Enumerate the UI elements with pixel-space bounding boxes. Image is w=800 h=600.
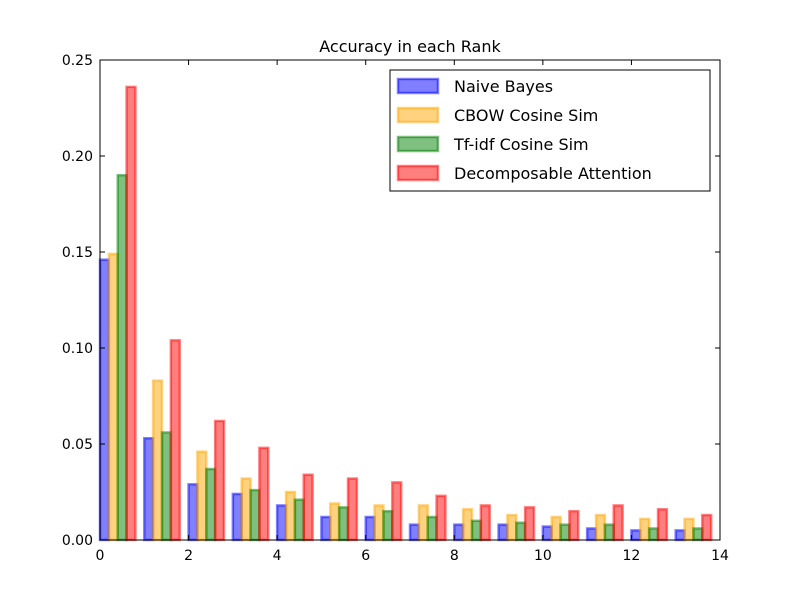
bar-decomposable-attention-3 — [258, 446, 270, 542]
x-tick-label: 2 — [184, 548, 193, 564]
legend-box — [389, 69, 711, 192]
bar-tf-idf-cosine-sim-7 — [426, 515, 438, 542]
x-tick-label: 6 — [361, 548, 370, 564]
bar-cbow-cosine-sim-8 — [461, 508, 474, 542]
bar-cbow-cosine-sim-11 — [594, 513, 607, 542]
bar-naive-bayes-13 — [674, 529, 686, 542]
bar-tf-idf-cosine-sim-12 — [647, 527, 660, 542]
bar-naive-bayes-4 — [275, 504, 288, 542]
bar-decomposable-attention-7 — [435, 494, 447, 542]
bar-decomposable-attention-4 — [302, 473, 314, 542]
bar-cbow-cosine-sim-0 — [107, 252, 119, 542]
bar-naive-bayes-2 — [187, 483, 199, 542]
plot-frame — [99, 59, 721, 541]
legend-label: Naive Bayes — [454, 77, 553, 96]
y-tick-label: 0.20 — [62, 149, 93, 165]
bar-cbow-cosine-sim-7 — [417, 504, 429, 542]
bar-naive-bayes-10 — [541, 525, 553, 542]
bar-tf-idf-cosine-sim-11 — [603, 523, 615, 542]
y-tick-label: 0.05 — [62, 437, 93, 453]
y-tick-label: 0.10 — [62, 341, 93, 357]
bar-decomposable-attention-5 — [346, 477, 359, 542]
bar-cbow-cosine-sim-13 — [683, 517, 695, 542]
legend-label: Decomposable Attention — [454, 164, 652, 183]
bar-cbow-cosine-sim-1 — [151, 379, 164, 542]
bar-naive-bayes-8 — [453, 523, 465, 542]
bar-tf-idf-cosine-sim-1 — [160, 431, 173, 542]
bar-tf-idf-cosine-sim-13 — [692, 527, 704, 542]
chart-title: Accuracy in each Rank — [319, 37, 501, 56]
bar-tf-idf-cosine-sim-2 — [205, 467, 217, 542]
legend-swatch — [396, 77, 440, 95]
bar-naive-bayes-0 — [98, 258, 111, 542]
x-tick-label: 10 — [534, 548, 552, 564]
bar-naive-bayes-6 — [364, 515, 376, 542]
bar-decomposable-attention-10 — [568, 509, 580, 542]
bar-decomposable-attention-11 — [612, 504, 624, 542]
y-tick-label: 0.00 — [62, 533, 93, 549]
legend-swatch — [396, 106, 440, 124]
bar-cbow-cosine-sim-2 — [196, 450, 208, 542]
x-tick-label: 12 — [623, 548, 641, 564]
bar-naive-bayes-3 — [231, 492, 243, 542]
bar-tf-idf-cosine-sim-3 — [249, 488, 261, 542]
bar-decomposable-attention-9 — [523, 506, 536, 542]
bar-decomposable-attention-1 — [169, 339, 181, 542]
bar-naive-bayes-11 — [585, 527, 598, 542]
bar-decomposable-attention-12 — [656, 508, 669, 542]
bar-tf-idf-cosine-sim-0 — [116, 173, 128, 542]
legend: Naive Bayes CBOW Cosine Sim Tf-idf Cosine … — [389, 69, 711, 192]
bar-tf-idf-cosine-sim-4 — [293, 498, 305, 542]
ticks-group: 0 2 4 6 8 10 12 14 0.00 0.05 0.10 0.15 0.20 0.25 — [62, 53, 729, 564]
legend-label: Tf-idf Cosine Sim — [453, 135, 589, 154]
bar-decomposable-attention-6 — [391, 481, 403, 542]
bar-naive-bayes-9 — [497, 523, 509, 542]
y-tick-label: 0.25 — [62, 53, 93, 69]
bar-tf-idf-cosine-sim-8 — [470, 519, 483, 542]
x-tick-label: 4 — [273, 548, 282, 564]
bar-cbow-cosine-sim-4 — [284, 490, 297, 542]
bar-cbow-cosine-sim-10 — [550, 515, 562, 542]
bar-naive-bayes-1 — [143, 436, 155, 542]
bar-cbow-cosine-sim-12 — [639, 517, 651, 542]
bar-naive-bayes-12 — [630, 529, 642, 542]
x-tick-label: 0 — [96, 548, 105, 564]
bar-naive-bayes-5 — [320, 515, 332, 542]
y-tick-label: 0.15 — [62, 245, 93, 261]
x-tick-label: 14 — [711, 548, 729, 564]
bar-tf-idf-cosine-sim-9 — [515, 521, 527, 542]
bar-tf-idf-cosine-sim-6 — [382, 509, 394, 542]
bar-decomposable-attention-13 — [701, 513, 713, 542]
bar-naive-bayes-7 — [408, 523, 421, 542]
legend-swatch — [396, 135, 440, 153]
bar-cbow-cosine-sim-5 — [329, 502, 341, 542]
bar-decomposable-attention-0 — [125, 85, 137, 542]
bar-decomposable-attention-8 — [479, 504, 491, 542]
x-tick-label: 8 — [450, 548, 459, 564]
legend-label: CBOW Cosine Sim — [454, 106, 598, 125]
bar-cbow-cosine-sim-3 — [240, 477, 252, 542]
bar-cbow-cosine-sim-9 — [506, 513, 518, 542]
bar-decomposable-attention-2 — [213, 419, 226, 542]
bar-tf-idf-cosine-sim-10 — [559, 523, 571, 542]
bar-tf-idf-cosine-sim-5 — [337, 506, 350, 542]
legend-swatch — [396, 164, 440, 182]
bars-group — [98, 85, 713, 542]
bar-cbow-cosine-sim-6 — [373, 504, 385, 542]
